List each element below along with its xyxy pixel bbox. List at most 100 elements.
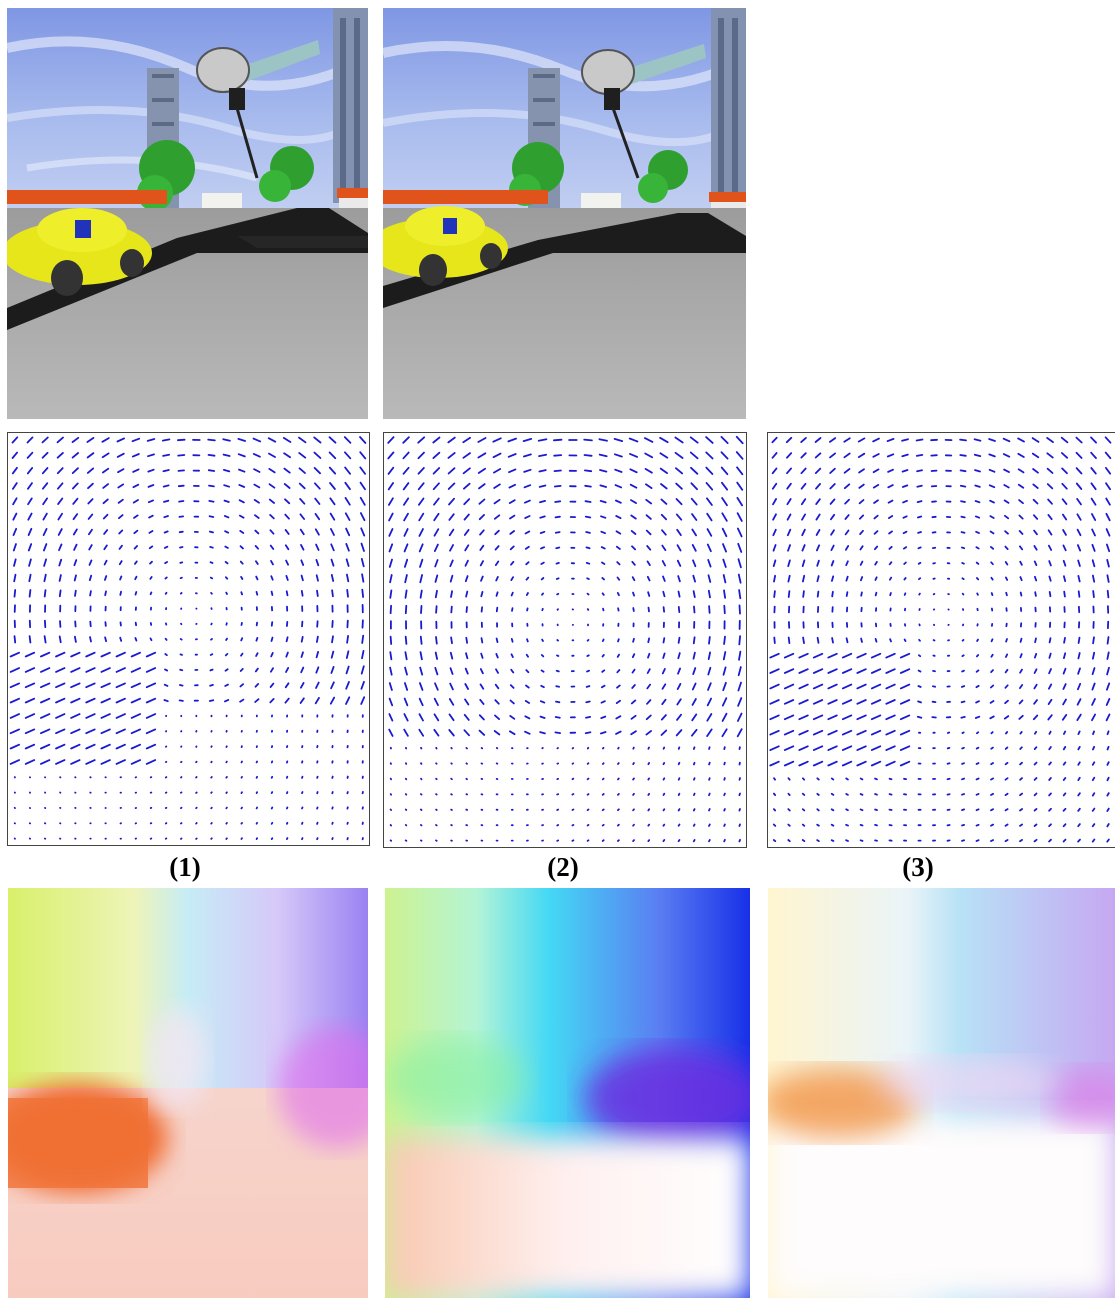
flow-arrow xyxy=(268,468,276,474)
flow-arrow xyxy=(509,514,516,520)
flow-arrow xyxy=(225,791,228,794)
flow-arrow xyxy=(1003,468,1010,473)
flow-arrow xyxy=(785,452,793,459)
flow-arrow xyxy=(463,529,470,536)
flow-arrow xyxy=(860,576,864,582)
quiver-plot-1 xyxy=(7,432,370,846)
flow-arrow xyxy=(164,576,168,580)
flow-arrow xyxy=(1033,545,1038,551)
flow-arrow xyxy=(419,635,423,645)
flow-arrow xyxy=(270,575,274,581)
flow-arrow xyxy=(859,514,865,520)
flow-arrow xyxy=(388,697,394,707)
flow-arrow xyxy=(859,793,864,796)
flow-arrow xyxy=(915,453,924,457)
flow-arrow xyxy=(677,777,681,781)
flow-arrow xyxy=(1019,746,1023,750)
flow-arrow xyxy=(343,451,352,460)
flow-arrow xyxy=(787,544,792,552)
flow-arrow xyxy=(388,682,393,691)
flow-arrow xyxy=(856,714,867,721)
flow-arrow xyxy=(86,437,95,443)
flow-arrow xyxy=(1004,823,1009,827)
flow-arrow xyxy=(73,574,77,582)
flow-arrow xyxy=(856,729,867,736)
flow-arrow xyxy=(988,484,996,489)
flow-arrow xyxy=(736,512,743,522)
flow-arrow xyxy=(1077,667,1081,675)
flow-arrow xyxy=(722,681,727,692)
flow-arrow xyxy=(209,653,214,656)
flow-arrow xyxy=(874,808,878,812)
flow-arrow xyxy=(661,544,667,551)
flow-arrow xyxy=(676,682,682,691)
flow-arrow xyxy=(631,576,636,582)
flow-arrow xyxy=(130,667,142,673)
flow-arrow xyxy=(769,745,780,752)
flow-arrow xyxy=(613,453,623,458)
flow-arrow xyxy=(874,591,878,597)
flow-arrow xyxy=(860,637,863,643)
flow-arrow xyxy=(772,559,777,568)
flow-arrow xyxy=(616,561,621,566)
flow-arrow xyxy=(239,545,244,550)
flow-arrow xyxy=(104,575,108,581)
flow-arrow xyxy=(600,515,607,519)
flow-arrow xyxy=(660,513,668,521)
flow-arrow xyxy=(282,437,292,443)
flow-arrow xyxy=(872,484,880,489)
flow-arrow xyxy=(1077,574,1081,583)
flow-arrow xyxy=(224,560,229,565)
flow-arrow xyxy=(270,651,274,658)
flow-arrow xyxy=(899,683,911,690)
flow-arrow xyxy=(708,761,711,766)
flow-arrow xyxy=(525,684,530,689)
flow-arrow xyxy=(885,668,896,674)
flow-arrow xyxy=(692,761,696,766)
flow-arrow xyxy=(115,697,126,704)
flow-arrow xyxy=(24,728,36,735)
flow-arrow xyxy=(284,544,290,551)
flow-arrow xyxy=(163,545,169,549)
flow-arrow xyxy=(1062,745,1067,751)
flow-arrow xyxy=(723,777,726,781)
flow-arrow xyxy=(816,636,820,644)
flow-arrow xyxy=(539,731,546,735)
flow-arrow xyxy=(961,793,966,796)
flow-arrow xyxy=(555,561,560,565)
flow-arrow xyxy=(130,651,142,658)
flow-arrow xyxy=(975,762,980,765)
flow-arrow xyxy=(888,561,893,566)
flow-arrow xyxy=(253,499,260,504)
flow-arrow xyxy=(1106,807,1110,812)
flow-arrow xyxy=(990,823,995,827)
flow-arrow xyxy=(147,484,155,488)
flow-arrow xyxy=(255,575,259,581)
flow-arrow xyxy=(40,682,51,689)
flow-arrow xyxy=(316,837,319,841)
flow-arrow xyxy=(1076,544,1082,552)
flow-arrow xyxy=(477,452,487,459)
flow-arrow xyxy=(1106,574,1110,583)
flow-arrow xyxy=(1077,838,1081,843)
flow-arrow xyxy=(40,697,51,704)
flow-arrow xyxy=(387,482,395,491)
flow-arrow xyxy=(816,839,820,843)
flow-arrow xyxy=(1033,807,1038,812)
flow-arrow xyxy=(975,654,980,658)
flow-arrow xyxy=(843,452,851,459)
flow-arrow xyxy=(783,760,795,767)
flow-arrow xyxy=(102,513,109,520)
flow-arrow xyxy=(495,637,499,644)
flow-arrow xyxy=(254,514,260,519)
flow-arrow xyxy=(418,528,424,537)
flow-arrow xyxy=(164,637,168,641)
flow-arrow xyxy=(601,592,605,596)
flow-arrow xyxy=(1032,483,1039,489)
flow-arrow xyxy=(208,484,215,488)
flow-arrow xyxy=(887,499,894,504)
flow-arrow xyxy=(585,561,591,565)
flow-arrow xyxy=(630,514,637,520)
flow-arrow xyxy=(614,499,622,504)
flow-arrow xyxy=(601,793,605,796)
